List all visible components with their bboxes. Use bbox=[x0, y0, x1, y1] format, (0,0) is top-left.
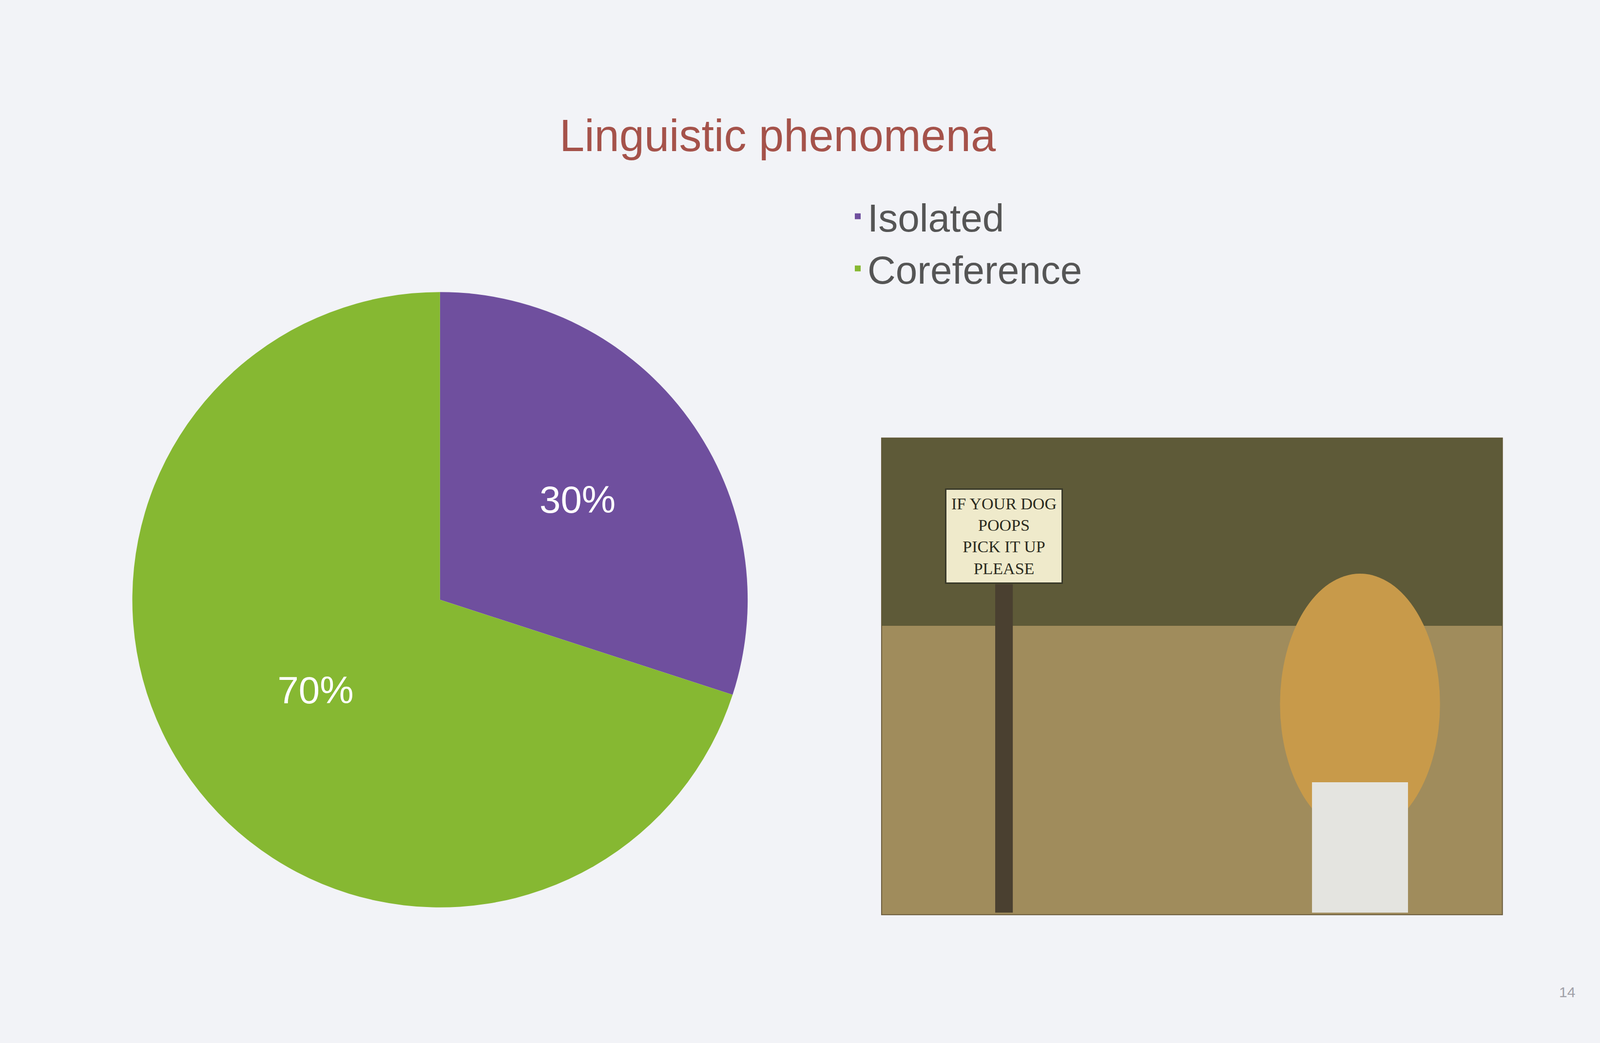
svg-text:30%: 30% bbox=[539, 478, 616, 521]
svg-text:70%: 70% bbox=[277, 668, 354, 712]
svg-text:Isolated: Isolated bbox=[867, 196, 1004, 240]
svg-text:Linguistic phenomena: Linguistic phenomena bbox=[559, 110, 997, 161]
svg-text:IF YOUR DOGPOOPSPICK IT UPPLEA: IF YOUR DOGPOOPSPICK IT UPPLEASE bbox=[951, 494, 1057, 578]
svg-text:Coreference: Coreference bbox=[867, 248, 1082, 292]
svg-text:14: 14 bbox=[1559, 983, 1576, 1001]
